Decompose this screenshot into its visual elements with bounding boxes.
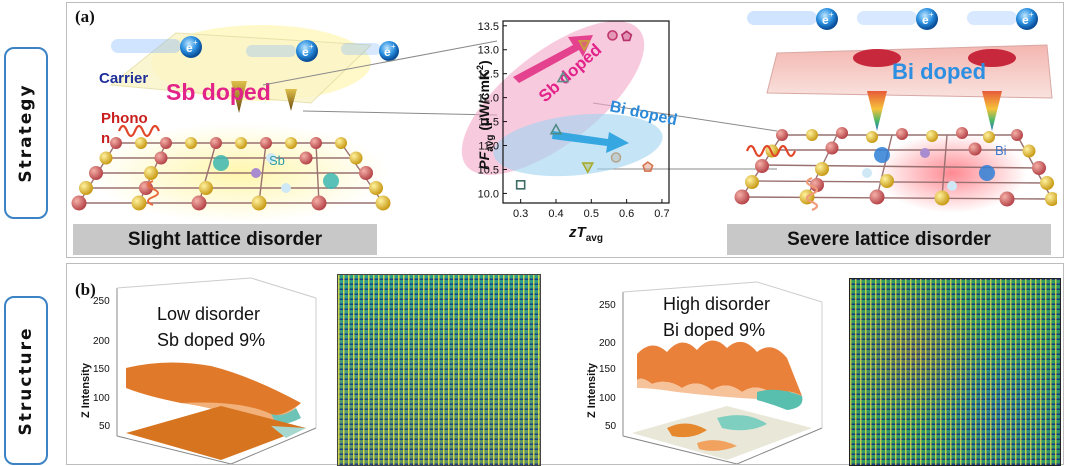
y-tick-label: 13.0 (478, 45, 499, 57)
x-tick-label: 0.6 (619, 208, 634, 220)
sb-lattice-illustration: e + e + e + Carrier Sb doped Phono n Sb (71, 25, 399, 223)
x-tick-label: 0.4 (548, 208, 563, 220)
data-point (607, 30, 618, 41)
slight-disorder-banner: Slight lattice disorder (73, 224, 377, 255)
data-point (515, 180, 526, 190)
high-disorder-line2: Bi doped 9% (663, 320, 765, 340)
svg-text:150: 150 (599, 364, 616, 375)
y-tick-label: 11.0 (478, 141, 499, 153)
panel-a-label: (a) (75, 7, 95, 26)
strategy-tab-label: Strategy (16, 83, 36, 183)
data-point (610, 152, 622, 163)
svg-text:+: + (1029, 10, 1034, 19)
severe-disorder-banner: Severe lattice disorder (727, 224, 1051, 255)
svg-text:+: + (309, 42, 314, 51)
svg-text:50: 50 (99, 421, 111, 432)
data-point (556, 70, 570, 83)
y-tick-label: 10.5 (478, 164, 499, 176)
plot-frame (502, 20, 670, 204)
svg-text:e: e (186, 41, 193, 55)
svg-text:e: e (822, 13, 829, 27)
svg-text:e: e (1022, 13, 1029, 27)
sb-doped-title: Sb doped (166, 79, 271, 105)
panel-b: (b) Z Intensity 250 200 150 100 50 Low d… (66, 263, 1064, 466)
svg-text:100: 100 (599, 393, 616, 404)
bi-lattice-illustration: e + e + e + Bi doped (734, 8, 1057, 213)
svg-text:50: 50 (605, 421, 617, 432)
svg-text:100: 100 (93, 393, 110, 404)
bi-atom-label: Bi (995, 143, 1007, 158)
svg-text:250: 250 (93, 296, 110, 307)
x-tick-label: 0.7 (654, 208, 669, 220)
structure-tab: Structure (4, 296, 48, 465)
bi-arrow (552, 131, 629, 153)
y-tick-label: 10.0 (478, 188, 499, 200)
sb-atom-label: Sb (269, 153, 285, 168)
svg-text:150: 150 (93, 364, 110, 375)
phonon-label-1: Phono (101, 110, 148, 127)
low-disorder-lattice-image (337, 274, 541, 466)
x-tick-label: 0.5 (584, 208, 599, 220)
high-disorder-line1: High disorder (663, 294, 770, 314)
svg-text:e: e (384, 45, 391, 59)
svg-text:+: + (829, 10, 834, 19)
strategy-tab: Strategy (4, 47, 48, 219)
z-axis-label-right: Z Intensity (586, 362, 598, 418)
high-disorder-surface-plot: Z Intensity 250 200 150 100 50 High diso… (586, 281, 823, 464)
x-axis-label: zTavg (568, 224, 603, 244)
pf-zt-chart: 10.0 10.5 11.0 11.5 12.0 12.5 13.0 13.5 0.3 0.4 0.… (461, 20, 679, 244)
data-point (642, 161, 654, 172)
x-tick-label: 0.3 (513, 208, 528, 220)
svg-text:e: e (302, 45, 309, 59)
data-point (577, 40, 591, 52)
low-disorder-line1: Low disorder (157, 304, 260, 324)
y-tick-label: 13.5 (478, 21, 499, 33)
electron-labels-right: e + e + e + (822, 10, 1034, 27)
bi-doped-title: Bi doped (892, 59, 986, 84)
y-tick-label: 12.0 (478, 93, 499, 105)
y-tick-label: 12.5 (478, 69, 499, 81)
structure-tab-label: Structure (16, 325, 36, 436)
svg-text:+: + (193, 38, 198, 47)
panel-b-label: (b) (75, 280, 96, 299)
svg-text:200: 200 (599, 338, 616, 349)
y-tick-label: 11.5 (478, 117, 499, 129)
svg-text:+: + (391, 42, 396, 51)
svg-text:+: + (929, 10, 934, 19)
panel-a: (a) (66, 2, 1064, 258)
high-disorder-lattice-image (849, 278, 1061, 466)
z-axis-label-left: Z Intensity (80, 362, 92, 418)
phonon-label-2: n (101, 130, 110, 147)
svg-text:e: e (922, 13, 929, 27)
z-ticks-right: 250 200 150 100 50 (599, 300, 617, 432)
data-point (581, 162, 595, 174)
z-ticks-left: 250 200 150 100 50 (93, 296, 111, 432)
carrier-label: Carrier (99, 70, 148, 87)
svg-text:250: 250 (599, 300, 616, 311)
svg-text:200: 200 (93, 336, 110, 347)
sb-arrow (513, 35, 593, 83)
data-point (620, 30, 633, 42)
data-point (549, 123, 563, 135)
y-axis-label: PFavg (μW/cmK2) (475, 60, 496, 169)
low-disorder-surface-plot: Z Intensity 250 200 150 100 50 Low disor… (80, 277, 317, 464)
low-disorder-line2: Sb doped 9% (157, 330, 265, 350)
